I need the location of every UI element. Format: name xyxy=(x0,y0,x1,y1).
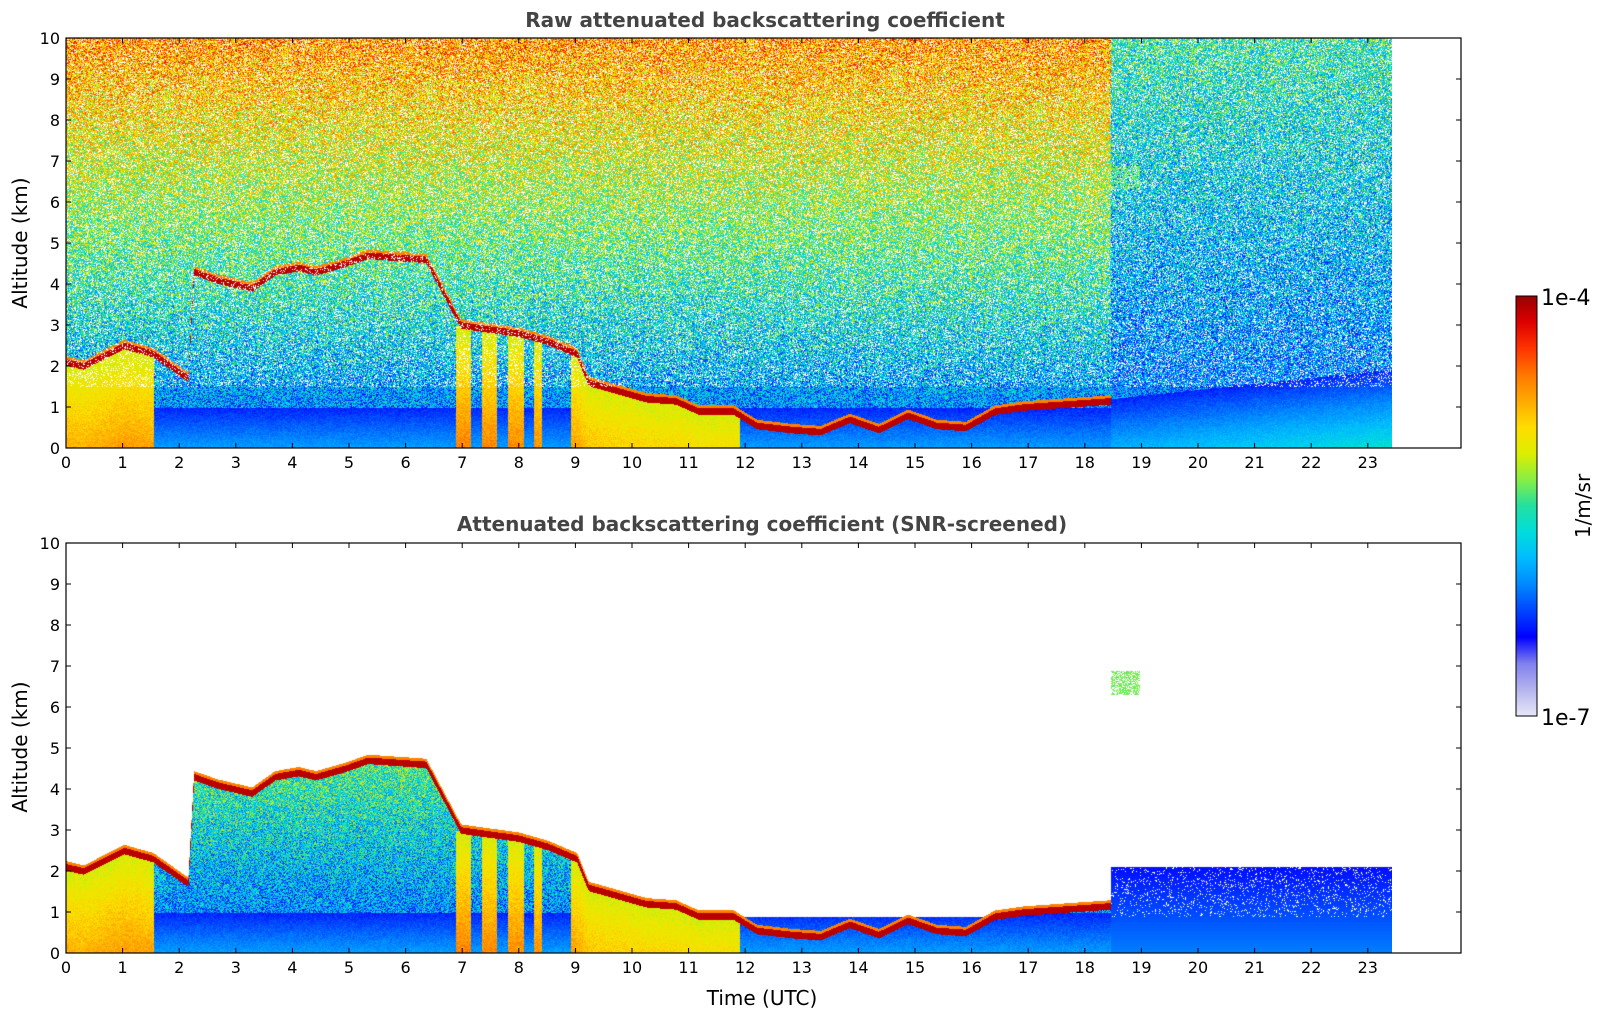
x-tick-label: 22 xyxy=(1301,453,1321,472)
x-tick-label: 0 xyxy=(61,958,71,977)
x-tick-label: 16 xyxy=(961,453,981,472)
panel-title: Raw attenuated backscattering coefficien… xyxy=(525,8,1005,32)
backscatter-heatmap xyxy=(66,38,1392,448)
x-tick-label: 15 xyxy=(905,453,925,472)
x-tick-label: 13 xyxy=(792,958,812,977)
y-tick-label: 9 xyxy=(50,575,60,594)
y-tick-label: 7 xyxy=(50,657,60,676)
y-tick-label: 1 xyxy=(50,398,60,417)
y-tick-label: 0 xyxy=(50,944,60,963)
y-tick-label: 2 xyxy=(50,357,60,376)
y-tick-label: 6 xyxy=(50,698,60,717)
y-tick-label: 4 xyxy=(50,275,60,294)
panel-title: Attenuated backscattering coefficient (S… xyxy=(457,512,1067,536)
y-tick-label: 8 xyxy=(50,616,60,635)
x-tick-label: 3 xyxy=(231,453,241,472)
y-tick-label: 5 xyxy=(50,739,60,758)
x-axis-label: Time (UTC) xyxy=(706,986,818,1010)
x-tick-label: 0 xyxy=(61,453,71,472)
x-tick-label: 3 xyxy=(231,958,241,977)
x-tick-label: 12 xyxy=(735,453,755,472)
y-tick-label: 9 xyxy=(50,70,60,89)
y-tick-label: 10 xyxy=(40,534,60,553)
raw-backscatter-panel: Raw attenuated backscattering coefficien… xyxy=(8,8,1462,472)
x-tick-label: 8 xyxy=(514,453,524,472)
x-tick-label: 20 xyxy=(1188,958,1208,977)
x-tick-label: 1 xyxy=(118,958,128,977)
x-tick-label: 13 xyxy=(792,453,812,472)
x-tick-label: 11 xyxy=(678,453,698,472)
x-tick-label: 4 xyxy=(287,453,297,472)
axis-ticks: 0 1 2 3 4 5 6 7 8 9 10 11 12 13 14 15 16 17 18 19 20 21 22 2301… xyxy=(40,534,1461,977)
y-axis-label: Altitude (km) xyxy=(8,681,32,812)
x-tick-label: 21 xyxy=(1244,958,1264,977)
x-tick-label: 17 xyxy=(1018,453,1038,472)
x-tick-label: 1 xyxy=(118,453,128,472)
x-tick-label: 10 xyxy=(622,958,642,977)
y-tick-label: 8 xyxy=(50,111,60,130)
x-tick-label: 6 xyxy=(401,958,411,977)
snr-screened-panel: Attenuated backscattering coefficient (S… xyxy=(8,512,1462,1010)
y-tick-label: 4 xyxy=(50,780,60,799)
colorbar: 1e-4 1e-7 1/m/sr xyxy=(1515,286,1595,731)
x-tick-label: 8 xyxy=(514,958,524,977)
y-tick-label: 6 xyxy=(50,193,60,212)
y-tick-label: 7 xyxy=(50,152,60,171)
y-tick-label: 3 xyxy=(50,316,60,335)
x-tick-label: 18 xyxy=(1075,958,1095,977)
x-tick-label: 19 xyxy=(1131,453,1151,472)
x-tick-label: 12 xyxy=(735,958,755,977)
y-tick-label: 0 xyxy=(50,439,60,458)
y-tick-label: 10 xyxy=(40,29,60,48)
x-tick-label: 22 xyxy=(1301,958,1321,977)
axis-ticks: 0 1 2 3 4 5 6 7 8 9 10 11 12 13 14 15 16 17 18 19 20 21 22 2301… xyxy=(40,29,1461,472)
y-tick-label: 3 xyxy=(50,821,60,840)
x-tick-label: 14 xyxy=(848,453,868,472)
x-tick-label: 4 xyxy=(287,958,297,977)
x-tick-label: 2 xyxy=(174,453,184,472)
x-tick-label: 7 xyxy=(457,958,467,977)
colorbar-gradient xyxy=(1515,295,1538,717)
x-tick-label: 18 xyxy=(1075,453,1095,472)
x-tick-label: 23 xyxy=(1358,453,1378,472)
x-tick-label: 5 xyxy=(344,453,354,472)
x-tick-label: 5 xyxy=(344,958,354,977)
y-tick-label: 5 xyxy=(50,234,60,253)
x-tick-label: 17 xyxy=(1018,958,1038,977)
x-tick-label: 9 xyxy=(570,453,580,472)
x-tick-label: 9 xyxy=(570,958,580,977)
y-tick-label: 2 xyxy=(50,862,60,881)
colorbar-unit-label: 1/m/sr xyxy=(1571,473,1595,538)
colorbar-max-label: 1e-4 xyxy=(1541,286,1590,311)
x-tick-label: 11 xyxy=(678,958,698,977)
x-tick-label: 14 xyxy=(848,958,868,977)
x-tick-label: 20 xyxy=(1188,453,1208,472)
y-axis-label: Altitude (km) xyxy=(8,177,32,308)
x-tick-label: 21 xyxy=(1244,453,1264,472)
x-tick-label: 2 xyxy=(174,958,184,977)
x-tick-label: 19 xyxy=(1131,958,1151,977)
x-tick-label: 10 xyxy=(622,453,642,472)
colorbar-min-label: 1e-7 xyxy=(1541,706,1590,731)
y-tick-label: 1 xyxy=(50,903,60,922)
x-tick-label: 7 xyxy=(457,453,467,472)
x-tick-label: 15 xyxy=(905,958,925,977)
x-tick-label: 23 xyxy=(1358,958,1378,977)
x-tick-label: 6 xyxy=(401,453,411,472)
x-tick-label: 16 xyxy=(961,958,981,977)
backscatter-heatmap xyxy=(66,543,1392,953)
